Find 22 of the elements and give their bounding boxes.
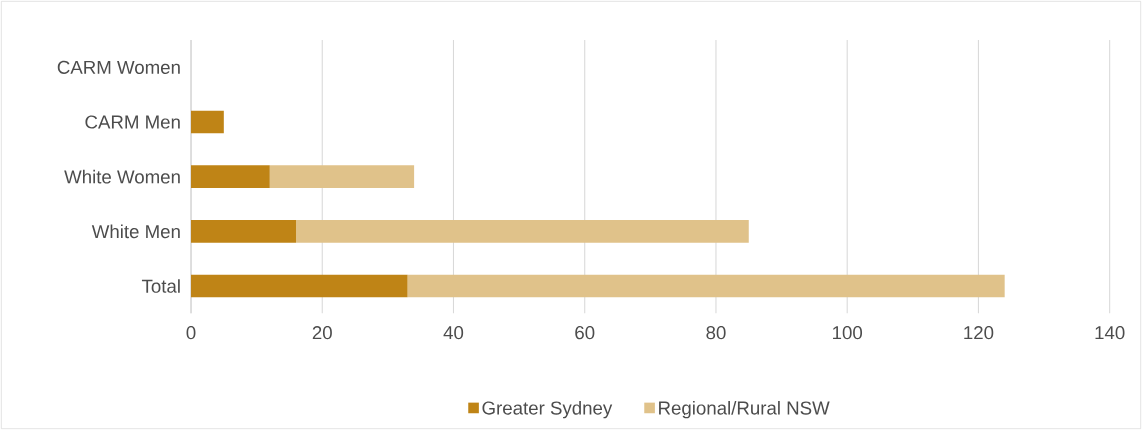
y-tick-label: CARM Women [57,60,180,74]
bar [191,110,224,134]
x-tick-label: 100 [833,326,863,340]
x-tick-label: 60 [575,326,595,340]
y-tick-label: White Men [91,224,180,239]
legend-label: Greater Sydney [482,400,613,419]
legend-label: Regional/Rural NSW [659,400,830,419]
bar [269,165,415,189]
y-tick-label: CARM Men [85,115,180,129]
x-tick-label: 140 [1095,326,1125,340]
bar [407,274,1005,298]
bar [191,274,408,298]
x-tick-label: 120 [964,326,994,340]
bar [191,220,296,243]
y-tick-label: White Women [64,169,180,184]
x-tick-label: 0 [186,326,196,340]
bar [191,165,270,189]
bar [296,220,749,243]
x-tick-label: 80 [706,326,726,340]
x-tick-label: 40 [443,326,464,340]
x-tick-label: 20 [312,326,332,340]
y-tick-label: Total [141,279,180,293]
